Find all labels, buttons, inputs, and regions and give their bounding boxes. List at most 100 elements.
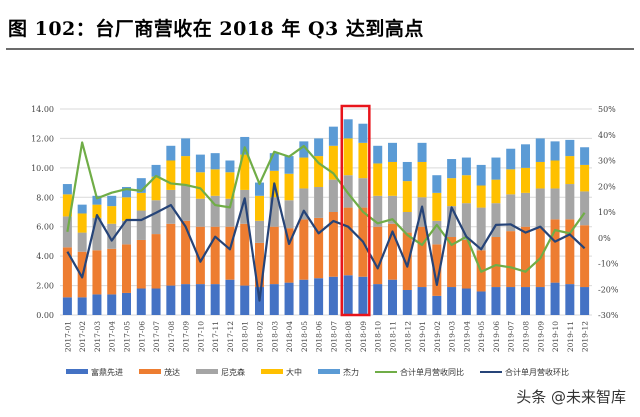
x-tick-label: 2017-08: [167, 321, 176, 352]
bar-segment: [343, 275, 353, 315]
legend-swatch: [196, 369, 218, 374]
x-tick-label: 2019-03: [448, 321, 457, 352]
x-tick-label: 2017-06: [137, 321, 146, 352]
bar-segment: [550, 282, 560, 315]
bar-segment: [328, 212, 338, 277]
bar-segment: [550, 219, 560, 283]
bar-segment: [240, 223, 250, 286]
bar-segment: [521, 287, 530, 315]
bar-segment: [92, 195, 102, 205]
bar-segment: [166, 223, 176, 286]
bar-segment: [210, 169, 220, 196]
bar-segment: [580, 287, 590, 315]
x-tick-label: 2018-02: [256, 321, 265, 352]
x-tick-label: 2017-03: [93, 321, 102, 352]
x-tick-label: 2019-08: [522, 321, 531, 352]
bar-segment: [122, 292, 131, 315]
bar-segment: [195, 284, 205, 315]
bar-segment: [151, 200, 161, 235]
bar-segment: [92, 204, 102, 218]
x-tick-label: 2017-04: [108, 321, 117, 352]
bar-segment: [240, 285, 250, 315]
bar-segment: [62, 247, 72, 298]
bar-segment: [92, 294, 102, 315]
y-left-tick-label: 14.00: [31, 105, 54, 114]
bar-segment: [535, 138, 545, 162]
bar-segment: [314, 156, 324, 187]
bar-segment: [506, 287, 516, 315]
bar-segment: [388, 279, 397, 315]
bar-segment: [62, 216, 72, 248]
bar-segment: [299, 219, 309, 280]
bar-segment: [388, 161, 397, 196]
bar-segment: [314, 138, 324, 157]
bar-segment: [269, 197, 279, 227]
bar-segment: [122, 244, 131, 293]
bar-segment: [373, 284, 383, 315]
bar-segment: [565, 184, 575, 220]
bar-segment: [122, 220, 131, 245]
x-tick-label: 2018-04: [285, 321, 294, 352]
bar-segment: [284, 282, 294, 315]
bar-segment: [521, 192, 530, 227]
bar-segment: [373, 145, 383, 164]
bar-segment: [314, 217, 324, 279]
bar-segment: [432, 244, 442, 296]
bar-segment: [107, 294, 117, 315]
bar-segment: [77, 232, 87, 252]
y-left-tick-label: 12.00: [31, 134, 54, 143]
bar-segment: [402, 289, 412, 315]
bar-segment: [314, 278, 324, 315]
x-tick-label: 2018-12: [403, 321, 412, 352]
x-tick-label: 2017-11: [211, 321, 220, 352]
y-right-tick-label: -10%: [598, 260, 619, 269]
bar-segment: [269, 153, 279, 171]
legend-label: 大中: [286, 367, 302, 377]
bar-segment: [432, 175, 442, 193]
bar-segment: [535, 161, 545, 189]
bar-segment: [506, 194, 516, 232]
bar-segment: [122, 186, 131, 198]
bar-segment: [122, 197, 131, 221]
x-tick-label: 2019-01: [418, 321, 427, 352]
bar-segment: [447, 206, 457, 238]
legend-swatch: [66, 369, 88, 374]
y-left-tick-label: 10.00: [31, 164, 54, 173]
bar-segment: [181, 185, 191, 221]
bar-segment: [388, 142, 397, 162]
x-tick-label: 2017-02: [78, 321, 87, 352]
bar-segment: [417, 287, 427, 315]
bar-segment: [580, 225, 590, 288]
bar-segment: [580, 147, 590, 165]
bar-segment: [491, 179, 501, 204]
bar-segment: [461, 203, 471, 240]
y-right-tick-label: 0%: [598, 234, 611, 243]
bar-segment: [550, 141, 560, 161]
y-left-tick-label: 4.00: [36, 252, 54, 261]
bar-segment: [506, 169, 516, 195]
bar-segment: [328, 179, 338, 212]
bar-segment: [343, 119, 353, 139]
bar-segment: [565, 139, 575, 157]
bar-segment: [535, 287, 545, 315]
bar-segment: [195, 172, 205, 199]
x-tick-label: 2018-10: [374, 321, 383, 352]
bar-segment: [225, 172, 235, 199]
x-tick-label: 2017-07: [152, 321, 161, 352]
bar-segment: [402, 181, 412, 212]
bar-segment: [151, 288, 161, 315]
bar-segment: [255, 220, 264, 243]
bar-segment: [151, 164, 161, 177]
x-tick-label: 2018-09: [359, 321, 368, 352]
bar-segment: [62, 194, 72, 217]
x-tick-label: 2019-12: [581, 321, 590, 352]
bar-segment: [269, 284, 279, 315]
bar-segment: [328, 126, 338, 146]
y-right-tick-label: 50%: [598, 105, 616, 114]
legend-label: 杰力: [343, 367, 359, 377]
bar-segment: [476, 291, 486, 315]
bar-segment: [388, 195, 397, 224]
bar-segment: [565, 219, 575, 285]
x-tick-label: 2019-04: [462, 321, 471, 352]
bar-segment: [461, 288, 471, 315]
